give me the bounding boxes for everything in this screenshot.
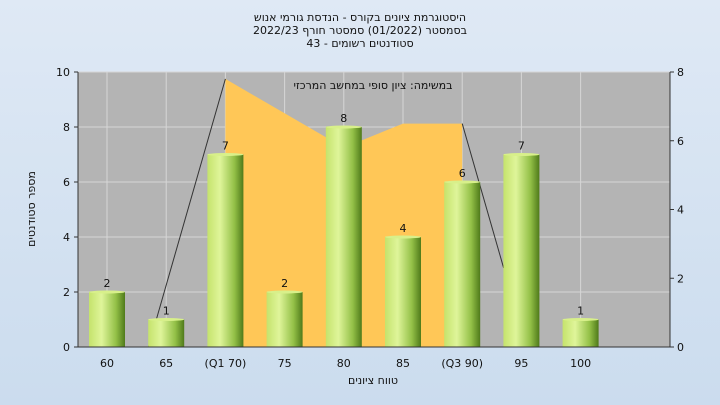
bar <box>503 154 540 347</box>
bar <box>89 292 125 347</box>
y2-tick-label: 2 <box>677 272 684 285</box>
bar-value-label: 7 <box>222 140 229 153</box>
bar-top <box>325 125 362 129</box>
y2-tick-label: 4 <box>677 204 684 217</box>
title-line-1: היסטוגרמת ציונים בקורס - הנדסת גורמי אנו… <box>254 11 466 24</box>
x-tick-label: 75 <box>278 357 292 370</box>
y2-axis-ticks: 0 2 4 6 8 <box>670 66 684 354</box>
y-tick-label: 6 <box>63 176 70 189</box>
y2-tick-label: 6 <box>677 135 684 148</box>
bar-top <box>562 318 599 321</box>
bar-value-label: 6 <box>459 167 466 180</box>
title-line-2: בסמסטר (01/2022) סמסטר חורף 2022/23 <box>253 24 467 37</box>
bar <box>562 319 599 347</box>
chart-annotation: במשימה: ציון סופי במחשב המרכזי <box>293 79 452 92</box>
bar <box>207 154 244 347</box>
x-tick-label: 65 <box>159 357 173 370</box>
bar-top <box>503 153 540 156</box>
bar <box>444 182 481 347</box>
bar-top <box>89 290 125 294</box>
range-line <box>461 123 505 269</box>
bars <box>89 125 599 347</box>
x-tick-label: (Q1 70) <box>205 357 247 370</box>
bar-top <box>385 235 421 239</box>
x-tick-label: 85 <box>396 357 410 370</box>
y-tick-label: 10 <box>56 66 70 79</box>
bar <box>325 127 362 347</box>
bar-value-label: 1 <box>577 305 584 318</box>
y-axis-ticks: 0 2 4 6 8 10 <box>56 66 78 354</box>
bar <box>266 292 303 347</box>
y-tick-label: 8 <box>63 121 70 134</box>
x-axis-ticks: 60 65 (Q1 70) 75 80 85 (Q3 90) 95 100 <box>100 357 591 370</box>
bar-top <box>266 290 303 294</box>
bar-value-label: 8 <box>340 112 347 125</box>
y-tick-label: 2 <box>63 286 70 299</box>
bar-value-label: 7 <box>518 140 525 153</box>
data-labels: 2 1 7 2 8 4 6 7 1 <box>104 112 585 318</box>
bar <box>385 237 421 347</box>
bar-top <box>444 180 481 184</box>
bar-value-label: 4 <box>400 222 407 235</box>
range-line <box>147 78 226 348</box>
bar-value-label: 1 <box>163 305 170 318</box>
range-lines <box>147 78 505 348</box>
y-tick-label: 0 <box>63 341 70 354</box>
x-tick-label: 100 <box>570 357 591 370</box>
y2-tick-label: 8 <box>677 66 684 79</box>
bar-top <box>148 318 185 321</box>
x-tick-label: 95 <box>514 357 528 370</box>
y-tick-label: 4 <box>63 231 70 244</box>
chart-title: היסטוגרמת ציונים בקורס - הנדסת גורמי אנו… <box>253 11 467 50</box>
bar-top <box>207 153 244 156</box>
x-tick-label: 80 <box>337 357 351 370</box>
y2-tick-label: 0 <box>677 341 684 354</box>
title-line-3: סטודנטים רשומים - 43 <box>306 37 413 50</box>
bar-value-label: 2 <box>104 277 111 290</box>
bar-value-label: 2 <box>281 277 288 290</box>
x-tick-label: 60 <box>100 357 114 370</box>
y-axis-title: מספר סטודנטים <box>25 171 38 247</box>
x-tick-label: (Q3 90) <box>441 357 483 370</box>
bar <box>148 319 185 347</box>
x-axis-title: טווח ציונים <box>348 374 398 387</box>
